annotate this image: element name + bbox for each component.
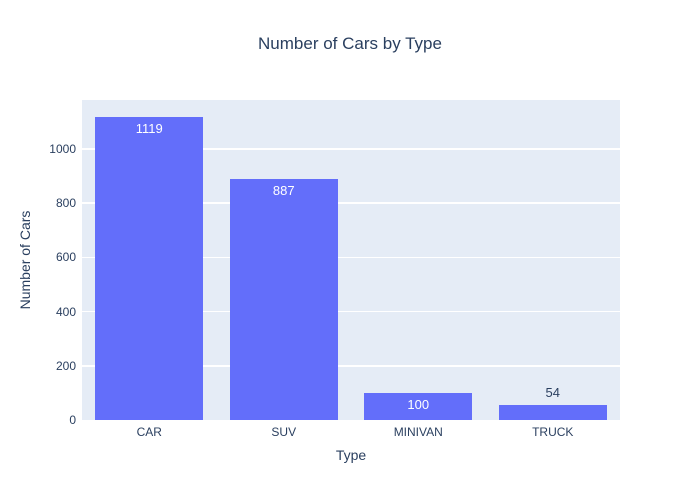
bar-value-label: 100	[407, 396, 430, 412]
gridline	[82, 365, 620, 367]
bar-value-label: 1119	[135, 120, 163, 136]
y-tick-label: 200	[55, 358, 76, 373]
gridline	[82, 148, 620, 150]
bar-car	[95, 116, 204, 420]
chart-title: Number of Cars by Type	[258, 34, 442, 53]
x-tick-label: MINIVAN	[393, 425, 443, 439]
bar-suv	[229, 179, 338, 420]
bar-value-label: 54	[545, 385, 560, 401]
x-axis-title: Type	[335, 447, 367, 463]
plot-area: 1119 887 100 54	[82, 100, 620, 420]
x-tick-label: TRUCK	[532, 425, 574, 439]
y-tick-label: 600	[55, 250, 76, 265]
gridline	[82, 202, 620, 204]
gridline	[82, 256, 620, 259]
y-tick-label: 400	[55, 304, 76, 319]
y-tick-label: 0	[69, 413, 76, 427]
y-tick-label: 1000	[49, 141, 76, 156]
x-tick-label: SUV	[271, 425, 297, 439]
bar-truck	[498, 405, 607, 420]
y-tick-label: 800	[55, 196, 76, 211]
bar-minivan	[364, 392, 473, 420]
bar-value-label: 887	[272, 183, 295, 199]
gridline	[82, 310, 620, 313]
x-tick-label: CAR	[136, 425, 162, 439]
